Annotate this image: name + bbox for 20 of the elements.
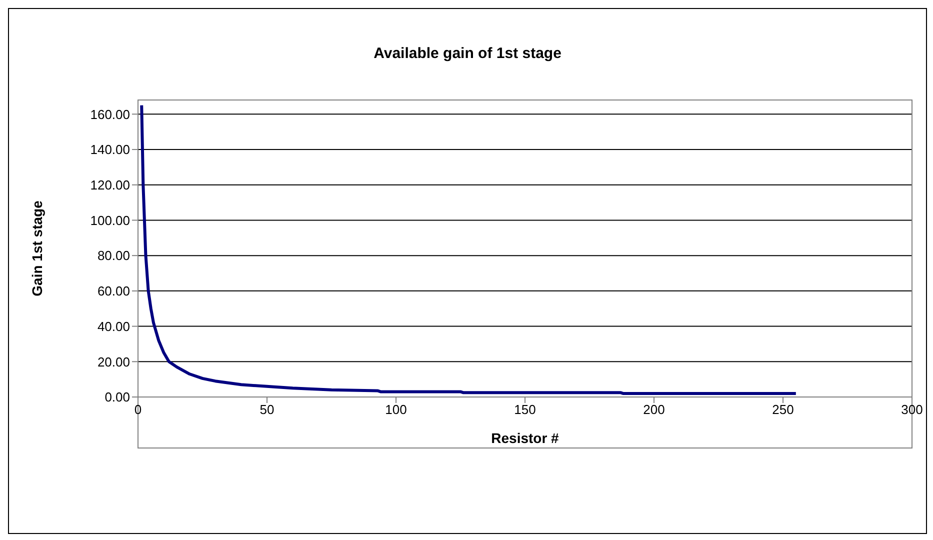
y-tick-label: 40.00 (97, 318, 130, 334)
y-axis-title: Gain 1st stage (28, 200, 45, 296)
y-tick-label: 140.00 (90, 142, 130, 158)
line-series (140, 104, 798, 395)
y-tick-label: 20.00 (97, 354, 130, 370)
y-tick-label: 100.00 (90, 212, 130, 228)
x-tick-label: 100 (385, 402, 407, 418)
x-tick-label: 200 (643, 402, 665, 418)
x-tick-label: 50 (260, 402, 274, 418)
chart-title: Available gain of 1st stage (372, 45, 562, 62)
y-tick-label: 80.00 (97, 248, 130, 264)
x-tick-label: 250 (772, 402, 794, 418)
x-axis-title: Resistor # (491, 430, 560, 446)
y-tick-label: 0.00 (104, 390, 130, 405)
x-tick-label: 0 (134, 402, 142, 418)
y-tick-label: 120.00 (90, 177, 130, 192)
x-tick-label: 150 (514, 402, 536, 418)
x-tick-label: 300 (901, 402, 923, 418)
y-tick-label: 160.00 (90, 106, 130, 122)
y-tick-label: 60.00 (97, 284, 130, 299)
